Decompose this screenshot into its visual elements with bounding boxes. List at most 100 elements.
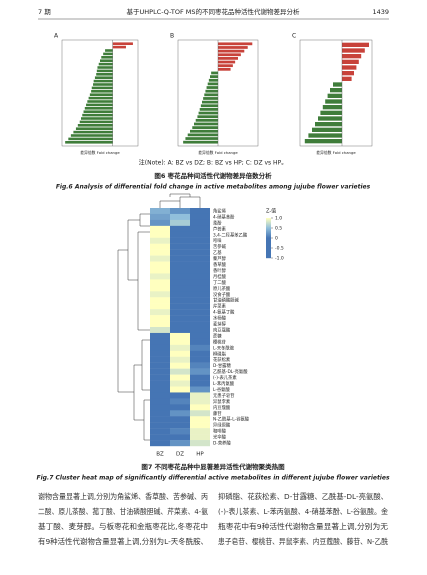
heatmap-cell bbox=[150, 434, 170, 441]
heatmap-cell bbox=[170, 309, 190, 316]
heatmap-cell bbox=[170, 404, 190, 411]
bar bbox=[65, 141, 113, 144]
body-line: 基丁酸、麦芽醇。与板枣花和金瓶枣花比,冬枣花中 bbox=[38, 522, 208, 531]
heatmap-cell bbox=[190, 297, 210, 304]
row-label: L-天冬酰胺 bbox=[213, 344, 235, 351]
legend-swatch bbox=[266, 231, 271, 233]
bar bbox=[210, 75, 218, 78]
legend-swatch bbox=[266, 250, 271, 252]
legend-swatch bbox=[266, 237, 271, 239]
panel-label: A bbox=[54, 33, 59, 40]
heatmap-cell bbox=[150, 291, 170, 298]
bar bbox=[199, 108, 218, 111]
bar bbox=[187, 133, 218, 137]
bar bbox=[86, 103, 113, 107]
heatmap-cell bbox=[150, 362, 170, 369]
page-number: 1439 bbox=[372, 8, 389, 16]
bar bbox=[204, 93, 218, 97]
row-label: 乙基 bbox=[213, 249, 222, 256]
bar bbox=[100, 59, 113, 62]
body-line: 抑磷脂、花荻松素、D-甘露糖、乙酰基-DL-亮氨酸、 bbox=[218, 492, 388, 501]
legend-swatch bbox=[266, 240, 271, 242]
caption-en: Fig.6 Analysis of differential fold chan… bbox=[56, 184, 371, 191]
row-label: 角鲨烯 bbox=[213, 207, 227, 214]
row-label: 柔酚 bbox=[213, 219, 222, 226]
heatmap-cell bbox=[150, 243, 170, 250]
row-label: D-甘露糖 bbox=[213, 362, 231, 369]
heatmap-cell bbox=[170, 243, 190, 250]
bar bbox=[81, 117, 113, 120]
bar bbox=[84, 107, 113, 110]
row-label: (-)-表儿茶素 bbox=[213, 374, 237, 381]
heatmap-cell bbox=[190, 255, 210, 262]
row-label: 4-硝基苯酚 bbox=[213, 213, 235, 220]
body-text: 谢物含量显著上调,分别为角鲨烯、香草酸、苦参碱、丙二酸、原儿茶酸、菰丁酸、甘油磷… bbox=[38, 492, 389, 546]
heatmap-cell bbox=[190, 261, 210, 268]
bar bbox=[202, 100, 218, 104]
heatmap-cell bbox=[190, 332, 210, 340]
heatmap-cell bbox=[150, 225, 170, 232]
bar bbox=[77, 124, 113, 127]
heatmap-cell bbox=[150, 327, 170, 334]
heatmap-cell bbox=[170, 356, 190, 363]
bar bbox=[218, 60, 236, 64]
bar bbox=[318, 116, 342, 121]
heatmap-cell bbox=[170, 362, 190, 369]
heatmap-cell bbox=[170, 321, 190, 328]
legend-swatch bbox=[266, 219, 271, 221]
heatmap-cell bbox=[170, 261, 190, 268]
bar bbox=[218, 64, 233, 68]
legend-tick-label: -1.0 bbox=[275, 256, 284, 262]
heatmap-cell bbox=[190, 315, 210, 322]
heatmap-cell bbox=[150, 261, 170, 268]
heatmap-cell bbox=[190, 440, 210, 447]
heatmap-cell bbox=[150, 249, 170, 256]
heatmap-cell bbox=[150, 416, 170, 423]
bar bbox=[200, 104, 218, 108]
heatmap-cell bbox=[190, 344, 210, 351]
row-label: 香叶醇 bbox=[213, 267, 227, 274]
legend-swatch bbox=[266, 226, 271, 228]
heatmap-cell bbox=[190, 350, 210, 357]
row-label: 内豆蔻酸 bbox=[213, 404, 231, 411]
heatmap-cell bbox=[170, 428, 190, 435]
heatmap-cell bbox=[190, 422, 210, 429]
bar bbox=[97, 66, 113, 69]
legend-title: Z-值 bbox=[266, 208, 276, 215]
row-label: 3,4-二羟基苯乙酸 bbox=[213, 231, 248, 238]
legend-swatch bbox=[266, 229, 271, 231]
row-label: N-乙酰基-L-谷氨酸 bbox=[213, 416, 250, 423]
legend-swatch bbox=[266, 255, 271, 257]
heatmap-cell bbox=[150, 344, 170, 351]
legend-swatch bbox=[266, 220, 271, 222]
heatmap-cell bbox=[150, 321, 170, 328]
heatmap-cell bbox=[190, 398, 210, 405]
legend-swatch bbox=[266, 257, 271, 259]
row-label: 异鼠李素 bbox=[213, 398, 231, 405]
heatmap-cell bbox=[190, 327, 210, 334]
row-label: D-营养酸 bbox=[213, 440, 231, 447]
heatmap-cell bbox=[190, 404, 210, 411]
heatmap-cell bbox=[190, 291, 210, 298]
row-label: 水杨酸 bbox=[213, 315, 227, 322]
legend-swatch bbox=[266, 236, 271, 238]
body-line: 有9种活性代谢物含量显著上调,分别为L-天冬酰胺、 bbox=[38, 537, 208, 546]
legend-swatch bbox=[266, 218, 271, 220]
panel-label: B bbox=[170, 33, 174, 40]
heatmap-cell bbox=[150, 279, 170, 286]
legend-tick-label: 0 bbox=[275, 236, 278, 242]
bar bbox=[322, 105, 342, 110]
row-label: 甘油磷酸胆碱 bbox=[213, 297, 239, 304]
legend-swatch bbox=[266, 238, 271, 240]
row-label: 丁二酸 bbox=[213, 279, 227, 286]
heatmap-cell bbox=[150, 404, 170, 411]
legend-swatch bbox=[266, 224, 271, 226]
heatmap-cell bbox=[190, 416, 210, 423]
bar bbox=[82, 113, 113, 117]
heatmap-cell bbox=[150, 398, 170, 405]
bar bbox=[93, 79, 113, 83]
heatmap-cell bbox=[150, 255, 170, 262]
bar bbox=[327, 93, 342, 98]
legend-swatch bbox=[266, 239, 271, 241]
bar bbox=[218, 49, 245, 53]
